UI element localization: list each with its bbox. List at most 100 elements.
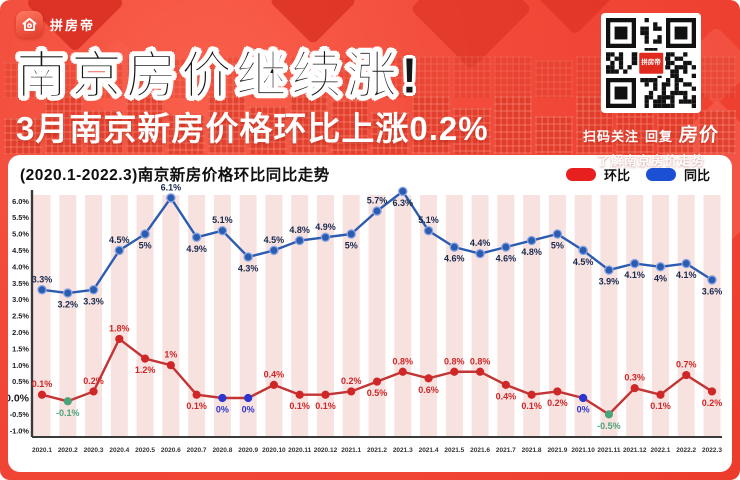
svg-text:3.2%: 3.2% bbox=[58, 300, 79, 310]
svg-text:3.3%: 3.3% bbox=[83, 296, 104, 306]
svg-text:4.5%: 4.5% bbox=[264, 235, 285, 245]
svg-text:0.2%: 0.2% bbox=[341, 376, 362, 386]
svg-text:0.4%: 0.4% bbox=[264, 369, 285, 379]
svg-text:1.0%: 1.0% bbox=[12, 361, 29, 370]
svg-text:2.0%: 2.0% bbox=[12, 328, 29, 337]
svg-text:0.2%: 0.2% bbox=[702, 398, 723, 408]
line-chart: 6.0% 5.5% 5.0% 4.5% 4.0% 3.5% 3.0% 2.5% 2.0% 1.5%… bbox=[8, 182, 723, 454]
svg-text:2021.9: 2021.9 bbox=[547, 447, 567, 454]
svg-text:2020.6: 2020.6 bbox=[161, 447, 181, 454]
svg-text:2020.2: 2020.2 bbox=[58, 447, 78, 454]
svg-text:0.5%: 0.5% bbox=[12, 377, 29, 386]
qr-caption-line1: 扫码关注 回复 房价 bbox=[580, 120, 722, 147]
svg-text:2021.7: 2021.7 bbox=[496, 447, 516, 454]
svg-text:0.1%: 0.1% bbox=[315, 401, 336, 411]
svg-text:4.4%: 4.4% bbox=[470, 238, 491, 248]
svg-text:2021.11: 2021.11 bbox=[597, 447, 621, 454]
svg-text:4.9%: 4.9% bbox=[315, 222, 336, 232]
brand-logo: 拼房帝 bbox=[16, 11, 95, 38]
svg-text:2020.11: 2020.11 bbox=[288, 447, 312, 454]
svg-text:4.5%: 4.5% bbox=[573, 257, 594, 267]
svg-text:2021.10: 2021.10 bbox=[571, 447, 595, 454]
svg-text:5.7%: 5.7% bbox=[367, 196, 388, 206]
svg-text:4.8%: 4.8% bbox=[521, 247, 542, 257]
svg-text:5.0%: 5.0% bbox=[12, 230, 29, 239]
svg-text:-0.1%: -0.1% bbox=[56, 408, 80, 418]
svg-text:3.3%: 3.3% bbox=[32, 274, 53, 284]
svg-text:5.1%: 5.1% bbox=[418, 215, 439, 225]
svg-text:0.1%: 0.1% bbox=[650, 401, 671, 411]
svg-text:2021.8: 2021.8 bbox=[522, 447, 542, 454]
svg-text:0.1%: 0.1% bbox=[186, 401, 207, 411]
svg-text:2021.3: 2021.3 bbox=[393, 447, 413, 454]
legend-label-mom: 环比 bbox=[603, 167, 630, 183]
svg-text:0.5%: 0.5% bbox=[367, 388, 388, 398]
svg-text:2022.1: 2022.1 bbox=[651, 447, 671, 454]
svg-text:0.3%: 0.3% bbox=[624, 373, 645, 383]
svg-text:0.4%: 0.4% bbox=[496, 391, 517, 401]
svg-text:6.0%: 6.0% bbox=[12, 197, 29, 206]
svg-text:2020.10: 2020.10 bbox=[262, 447, 286, 454]
svg-text:2020.9: 2020.9 bbox=[238, 447, 258, 454]
qr-code: 拼房帝 bbox=[601, 13, 701, 113]
svg-text:3.5%: 3.5% bbox=[12, 279, 29, 288]
svg-text:4.0%: 4.0% bbox=[12, 262, 29, 271]
svg-text:4.3%: 4.3% bbox=[238, 263, 259, 273]
svg-text:2021.12: 2021.12 bbox=[623, 447, 647, 454]
svg-text:2021.5: 2021.5 bbox=[444, 447, 464, 454]
svg-text:4.6%: 4.6% bbox=[444, 254, 465, 264]
svg-text:0.2%: 0.2% bbox=[83, 376, 104, 386]
svg-text:3.0%: 3.0% bbox=[12, 295, 29, 304]
sub-title: 3月南京新房价格环比上涨0.2% bbox=[16, 110, 489, 147]
skyline-decor bbox=[0, 96, 740, 154]
chart-title: (2020.1-2022.3)南京新房价格环比同比走势 bbox=[20, 167, 330, 184]
svg-text:4.1%: 4.1% bbox=[624, 270, 645, 280]
qr-caption-highlight: 房价 bbox=[678, 125, 720, 146]
svg-text:0.6%: 0.6% bbox=[418, 385, 439, 395]
svg-text:0.2%: 0.2% bbox=[547, 398, 568, 408]
svg-text:2021.1: 2021.1 bbox=[341, 447, 361, 454]
svg-text:2021.2: 2021.2 bbox=[367, 447, 387, 454]
svg-text:2022.2: 2022.2 bbox=[676, 447, 696, 454]
qr-block: 拼房帝 扫码关注 回复 房价 了解南京房价走势 bbox=[580, 13, 722, 169]
chart-legend: 环比 同比 bbox=[565, 165, 718, 184]
svg-text:0.7%: 0.7% bbox=[676, 360, 697, 370]
svg-text:1.2%: 1.2% bbox=[135, 365, 156, 375]
svg-text:2020.1: 2020.1 bbox=[32, 447, 52, 454]
qr-caption-mid: 回复 bbox=[644, 129, 673, 144]
svg-text:0.8%: 0.8% bbox=[470, 356, 491, 366]
svg-text:0%: 0% bbox=[577, 405, 590, 415]
svg-text:0.8%: 0.8% bbox=[393, 356, 414, 366]
svg-text:2022.3: 2022.3 bbox=[702, 447, 722, 454]
svg-text:4%: 4% bbox=[654, 273, 667, 283]
svg-text:4.9%: 4.9% bbox=[186, 244, 207, 254]
svg-text:2020.3: 2020.3 bbox=[84, 447, 104, 454]
svg-text:1.8%: 1.8% bbox=[109, 323, 130, 333]
svg-text:5%: 5% bbox=[139, 241, 152, 251]
qr-caption-prefix: 扫码关注 bbox=[582, 129, 639, 144]
skyline-decor bbox=[0, 56, 740, 98]
svg-text:2021.4: 2021.4 bbox=[419, 447, 439, 454]
svg-text:5%: 5% bbox=[345, 241, 358, 251]
svg-text:1.5%: 1.5% bbox=[12, 344, 29, 353]
svg-text:1%: 1% bbox=[164, 350, 177, 360]
svg-text:4.1%: 4.1% bbox=[676, 270, 697, 280]
svg-text:-0.5%: -0.5% bbox=[597, 421, 621, 431]
svg-text:2020.12: 2020.12 bbox=[314, 447, 338, 454]
svg-text:0%: 0% bbox=[242, 405, 255, 415]
svg-text:2020.4: 2020.4 bbox=[109, 447, 129, 454]
brand-name: 拼房帝 bbox=[50, 18, 96, 33]
svg-text:4.8%: 4.8% bbox=[289, 225, 310, 235]
svg-text:0.1%: 0.1% bbox=[521, 401, 542, 411]
qr-caption-line2: 了解南京房价走势 bbox=[596, 154, 705, 168]
svg-text:4.5%: 4.5% bbox=[109, 235, 130, 245]
legend-label-yoy: 同比 bbox=[683, 167, 710, 183]
house-logo-icon bbox=[16, 11, 43, 38]
svg-text:4.6%: 4.6% bbox=[496, 254, 517, 264]
svg-text:0%: 0% bbox=[216, 405, 229, 415]
svg-text:-0.5%: -0.5% bbox=[10, 410, 30, 419]
qr-center-logo: 拼房帝 bbox=[637, 50, 665, 76]
svg-text:0.0%: 0.0% bbox=[8, 393, 30, 405]
svg-text:2020.7: 2020.7 bbox=[187, 447, 207, 454]
